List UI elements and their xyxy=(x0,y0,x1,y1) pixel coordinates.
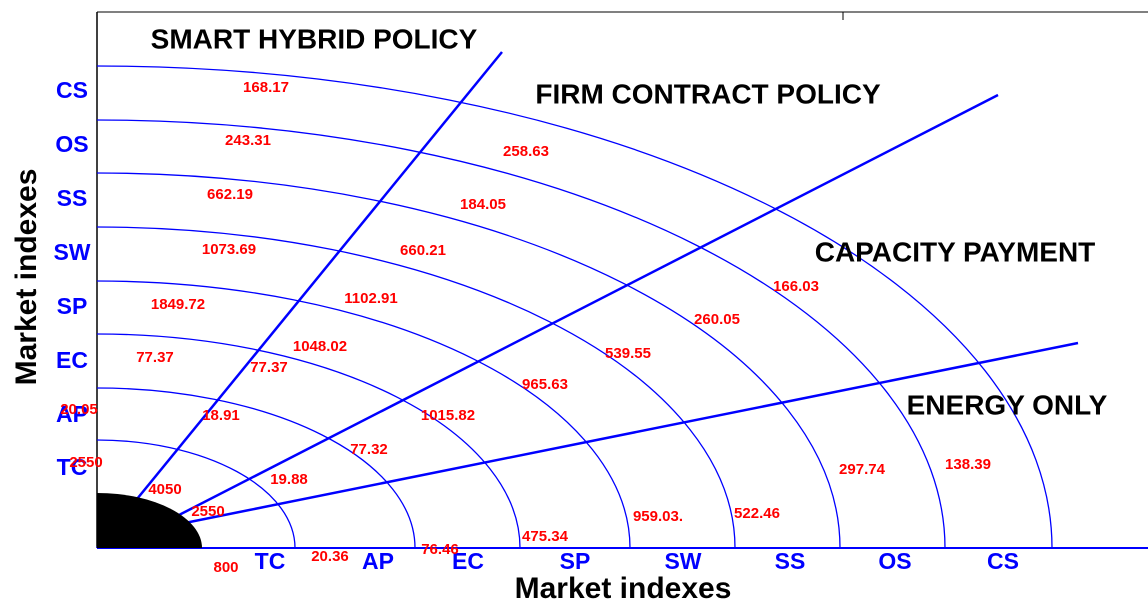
value-label: 662.19 xyxy=(207,186,253,203)
value-label: 959.03. xyxy=(633,508,683,525)
y-axis-title: Market indexes xyxy=(10,169,43,386)
ray xyxy=(139,93,999,537)
value-label: 138.39 xyxy=(945,456,991,473)
value-label: 20.36 xyxy=(311,548,349,565)
value-label: 1849.72 xyxy=(151,296,205,313)
y-ring-label: EC xyxy=(56,347,88,373)
value-label: 2550 xyxy=(69,454,102,471)
value-label: 1048.02 xyxy=(293,338,347,355)
value-label: 1015.82 xyxy=(421,407,475,424)
x-ring-label: SW xyxy=(664,548,701,574)
value-label: 539.55 xyxy=(605,345,651,362)
y-ring-label: OS xyxy=(55,131,88,157)
ring xyxy=(96,333,521,549)
x-ring-label: OS xyxy=(878,548,911,574)
y-ring-label: TC xyxy=(57,454,88,480)
ring xyxy=(96,65,1053,549)
value-label: 77.32 xyxy=(350,441,388,458)
value-label: 18.91 xyxy=(202,407,240,424)
value-label: 243.31 xyxy=(225,132,271,149)
value-label: 77.37 xyxy=(136,349,174,366)
ring xyxy=(96,119,946,549)
policy-label: CAPACITY PAYMENT xyxy=(815,236,1096,267)
x-ring-label: AP xyxy=(362,548,394,574)
value-label: 20.05 xyxy=(60,401,98,418)
value-label: 76.46 xyxy=(421,541,459,558)
value-label: 965.63 xyxy=(522,376,568,393)
ring xyxy=(96,172,841,549)
rays xyxy=(96,51,1079,549)
y-ring-label: SP xyxy=(57,293,88,319)
policy-label: SMART HYBRID POLICY xyxy=(151,23,478,54)
policy-label: FIRM CONTRACT POLICY xyxy=(535,78,881,109)
value-label: 475.34 xyxy=(522,528,569,545)
ring xyxy=(96,226,736,549)
y-ring-label: CS xyxy=(56,77,88,103)
ring xyxy=(96,280,631,549)
value-label: 522.46 xyxy=(734,505,780,522)
ring xyxy=(96,439,296,549)
y-ring-label: SS xyxy=(57,185,88,211)
value-label: 184.05 xyxy=(460,196,506,213)
x-ring-label: EC xyxy=(452,548,484,574)
value-label: 800 xyxy=(213,559,238,576)
x-ring-label: SP xyxy=(560,548,591,574)
value-label: 297.74 xyxy=(839,461,886,478)
value-label: 260.05 xyxy=(694,311,740,328)
value-label: 166.03 xyxy=(773,278,819,295)
ray xyxy=(96,51,503,549)
value-label: 4050 xyxy=(148,481,181,498)
value-label: 1102.91 xyxy=(344,290,397,307)
value-label: 258.63 xyxy=(503,143,549,160)
x-ring-label: CS xyxy=(987,548,1019,574)
value-label: 168.17 xyxy=(243,79,289,96)
labels: TC TC AP AP EC EC SP SP SW SW SS SS OS OS CS CS 2550 20.0… xyxy=(53,77,1019,576)
y-ring-label: SW xyxy=(53,239,90,265)
ray xyxy=(149,341,1079,532)
core xyxy=(97,493,202,548)
value-label: 660.21 xyxy=(400,242,446,259)
y-ring-label: AP xyxy=(56,401,88,427)
x-axis-title: Market indexes xyxy=(515,572,732,605)
value-label: 77.37 xyxy=(250,359,288,376)
rings xyxy=(96,65,1053,549)
value-label: 19.88 xyxy=(270,471,308,488)
policy-label: ENERGY ONLY xyxy=(907,389,1108,420)
value-label: 1073.69 xyxy=(202,241,256,258)
ring xyxy=(96,387,416,549)
x-ring-label: TC xyxy=(255,548,286,574)
value-label: 2550 xyxy=(191,503,224,520)
x-ring-label: SS xyxy=(775,548,806,574)
